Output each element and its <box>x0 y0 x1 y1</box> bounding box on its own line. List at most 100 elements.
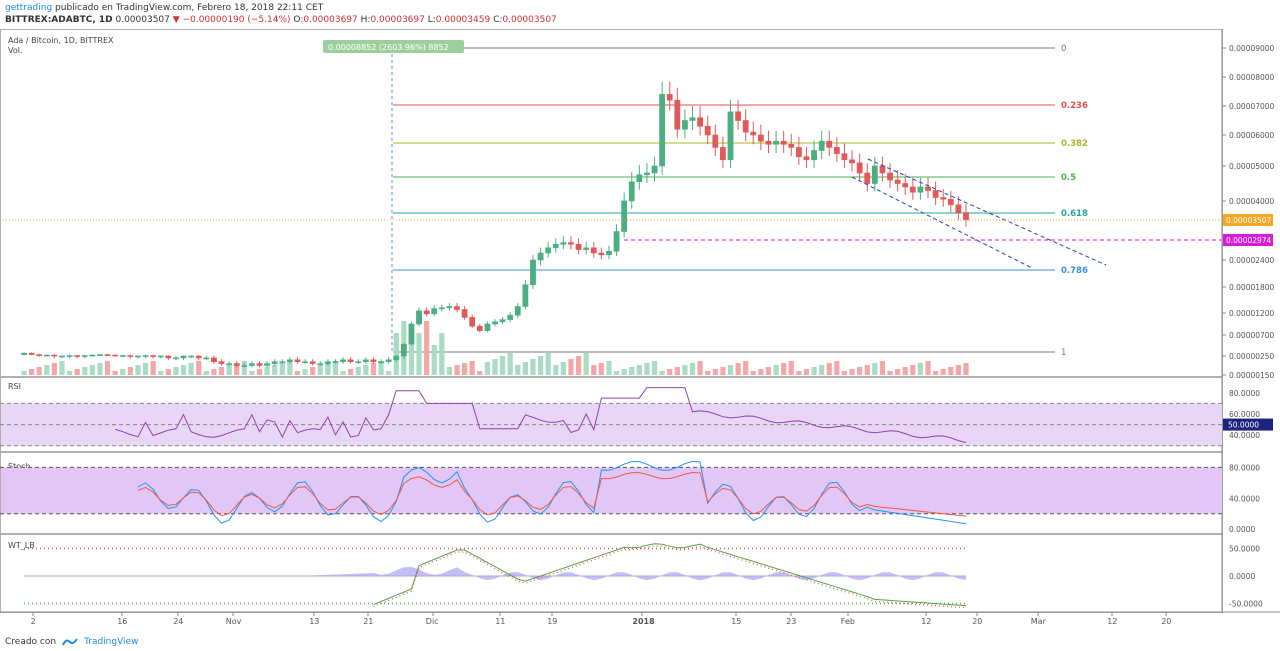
fib-level-0.786-label: 0.786 <box>1061 266 1088 276</box>
volume-bar <box>940 369 946 375</box>
candle <box>89 354 96 357</box>
fib-level-0-label: 0 <box>1061 44 1066 54</box>
wt1-line <box>373 543 967 607</box>
volume-bar <box>857 367 863 375</box>
candle <box>370 359 377 362</box>
time-tick-label: 20 <box>972 617 982 626</box>
candle <box>750 131 757 136</box>
volume-bar <box>104 361 111 375</box>
candle <box>226 363 233 365</box>
volume-bar <box>454 365 460 375</box>
fib-level-0.618-label: 0.618 <box>1061 209 1088 219</box>
candle <box>773 140 779 145</box>
high-label: H: <box>360 15 371 25</box>
stoch-d-line <box>137 471 967 517</box>
candle <box>294 359 301 362</box>
volume-bar <box>499 356 506 375</box>
candle <box>818 140 825 151</box>
volume-bar <box>727 365 734 375</box>
volume-bar <box>234 363 240 375</box>
candle <box>59 355 65 358</box>
candle <box>21 352 27 355</box>
volume-bar <box>568 359 574 375</box>
candle <box>757 134 764 142</box>
candle <box>932 190 939 198</box>
rsi-title: RSI <box>8 382 21 391</box>
fib-level-0.5-label: 0.5 <box>1061 173 1076 183</box>
rsi-tick-label: 80.0000 <box>1229 389 1260 398</box>
candle <box>43 354 50 357</box>
volume-bar <box>241 361 247 375</box>
volume-bar <box>393 333 399 375</box>
volume-bar <box>864 365 870 375</box>
chart-header: gettrading publicado en TradingView.com,… <box>0 0 1280 28</box>
volume-bar <box>613 371 620 375</box>
candle <box>917 186 924 193</box>
volume-bar <box>348 369 354 375</box>
volume-bar <box>925 361 931 375</box>
candle <box>735 111 741 121</box>
volume-bar <box>120 369 126 375</box>
last-price-tag-label: 0.00003507 <box>1226 216 1272 225</box>
candle <box>309 361 316 364</box>
volume-bar <box>659 371 665 375</box>
volume-bar <box>895 369 901 375</box>
volume-bar <box>378 361 384 375</box>
candle <box>104 354 111 356</box>
volume-bar <box>651 361 658 375</box>
volume-bar <box>781 363 787 375</box>
last-price: 0.00003507 <box>115 15 170 25</box>
candle <box>925 186 931 191</box>
volume-bar <box>841 371 848 375</box>
price-tick-label: 0.00001200 <box>1229 309 1275 318</box>
volume-bar <box>591 365 597 375</box>
footer: Creado con TradingView <box>0 630 1280 651</box>
time-tick-label: Mar <box>1031 617 1047 626</box>
volume-bar <box>310 367 316 375</box>
time-tick-label: 19 <box>547 617 557 626</box>
open-label: O: <box>293 15 304 25</box>
stoch-tick-label: 40.0000 <box>1229 494 1260 503</box>
volume-bar <box>416 333 422 375</box>
low-label: L: <box>427 15 436 25</box>
change-value: −0.00000190 (−5.14%) <box>182 15 291 25</box>
candle <box>256 363 263 366</box>
volume-bar <box>59 361 65 375</box>
volume-bar <box>28 369 35 375</box>
candle <box>324 361 331 364</box>
author-link[interactable]: gettrading <box>5 3 53 13</box>
candle <box>195 355 202 359</box>
candle <box>795 147 802 158</box>
volume-bar <box>963 363 969 375</box>
close-value: 0.00003507 <box>502 15 557 25</box>
volume-bar <box>803 369 810 375</box>
candle <box>590 247 597 254</box>
candle <box>378 361 384 364</box>
price-tick-label: 0.00008000 <box>1229 73 1275 82</box>
volume-bar <box>933 371 939 375</box>
candle <box>712 134 719 148</box>
candle <box>81 355 88 357</box>
candle <box>940 197 947 200</box>
volume-bar <box>545 353 551 375</box>
candle <box>127 355 134 357</box>
chart-area[interactable]: Ada / Bitcoin, 1D, BITTREX Vol. RSI Stoch WT… <box>0 29 1280 629</box>
candle <box>416 310 422 325</box>
volume-bar <box>948 367 954 375</box>
candle <box>340 359 346 362</box>
candle <box>666 94 673 101</box>
time-tick-label: 13 <box>309 617 319 626</box>
volume-bars <box>21 321 969 375</box>
candle <box>644 172 650 176</box>
candle <box>461 309 468 318</box>
candle <box>249 363 255 366</box>
tradingview-brand-link[interactable]: TradingView <box>84 637 139 647</box>
volume-bar <box>819 365 825 375</box>
candle <box>560 242 567 245</box>
candle <box>355 361 362 364</box>
candle <box>849 159 855 164</box>
candle <box>689 117 696 121</box>
candle <box>362 359 369 362</box>
channel-lower-line <box>851 176 1033 269</box>
